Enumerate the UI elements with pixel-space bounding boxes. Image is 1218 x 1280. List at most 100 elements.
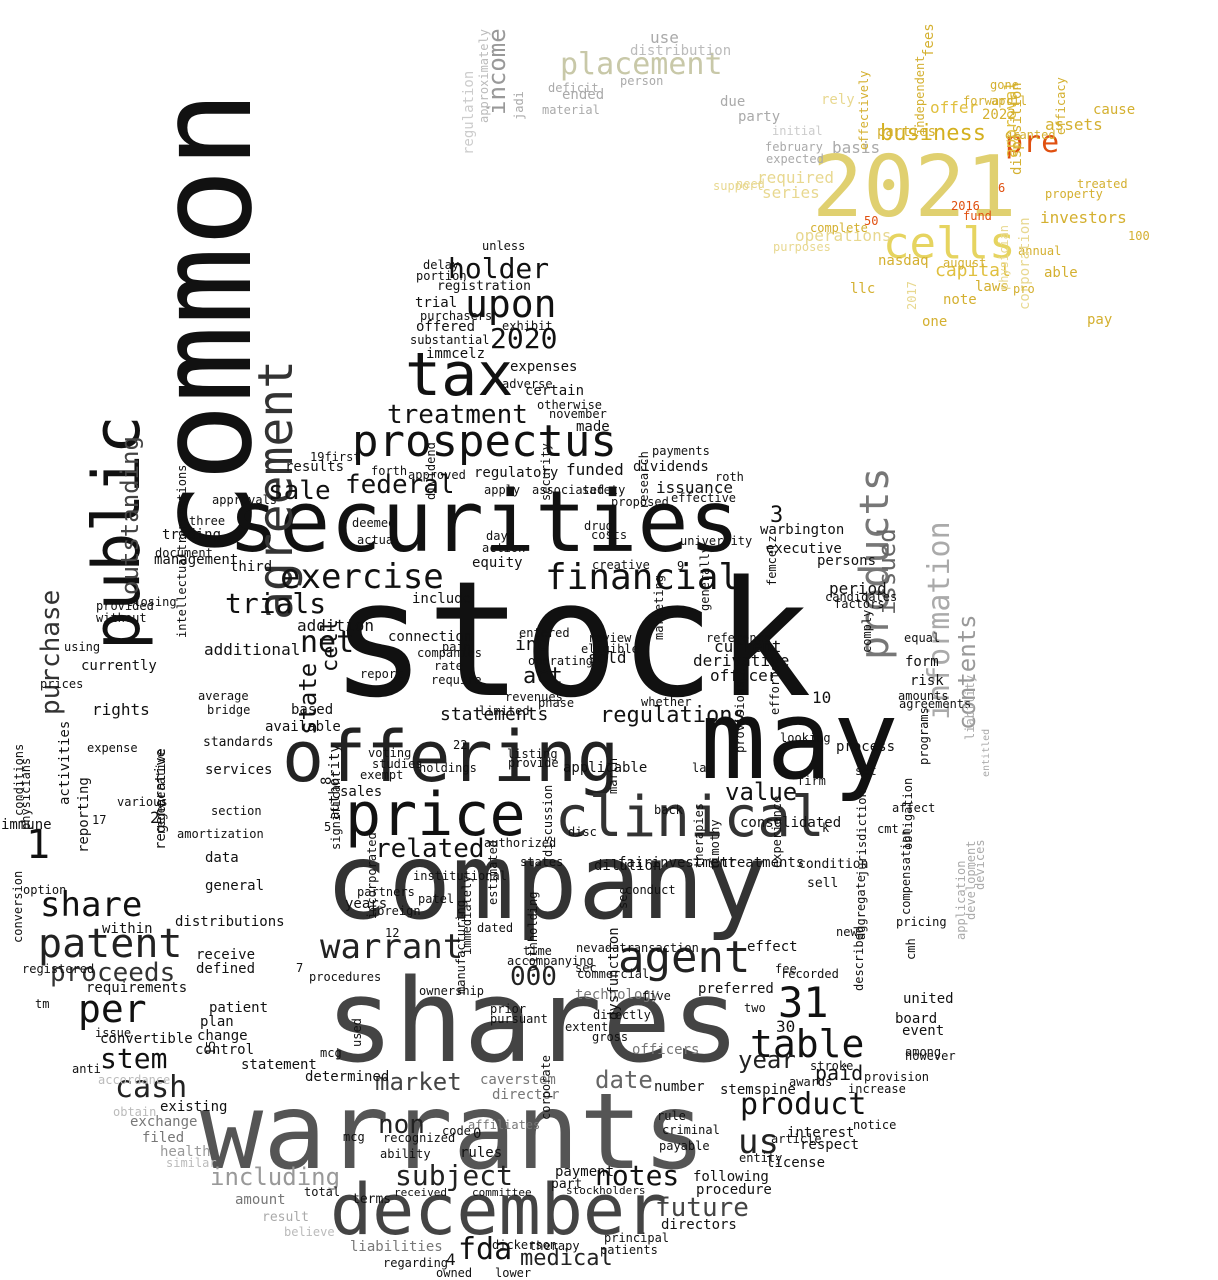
cloud-word: forth [371,464,408,478]
cloud-word: net [300,625,355,660]
cloud-word: article [771,1132,822,1146]
cloud-word: services [205,762,273,778]
cloud-word: series [762,183,820,202]
cloud-word: unless [482,239,526,253]
cloud-word: used [350,1018,364,1047]
cloud-word: femcelz [765,535,779,586]
cloud-word: 12 [385,926,400,940]
cloud-word: limited [479,704,530,718]
cloud-word: march [606,757,620,794]
cloud-word: actual [357,533,401,547]
cloud-word: treatments [720,855,805,871]
cloud-word: distribution [630,43,732,59]
cloud-word: dilution [594,858,662,874]
cloud-word: interest [787,1125,855,1141]
cloud-word: offer [930,98,979,117]
cloud-word: number [654,1079,705,1095]
cloud-word: believe [284,1225,335,1239]
cloud-word: various [117,795,168,809]
cloud-word: april [991,94,1028,108]
cloud-word: commercial [577,967,650,981]
cloud-word: approximately [477,29,491,123]
cloud-word: looking [780,731,831,745]
cloud-word: pursuant [490,1012,548,1026]
cloud-word: therapy [529,1239,580,1253]
cloud-word: phase [538,696,575,710]
cloud-word: statement [241,1057,317,1073]
cloud-word: intellectualtransactions [175,464,189,638]
cloud-word: efficacy [1054,77,1068,135]
cloud-word: reporting [76,777,92,853]
cloud-word: entered [519,626,570,640]
cloud-word: accordance [98,1073,171,1087]
cloud-word: plan [200,1014,234,1030]
cloud-word: delay [423,258,460,272]
cloud-word: trading [162,527,222,543]
cloud-word: third [230,559,273,575]
cloud-word: prior [490,1002,527,1016]
cloud-word: change [197,1028,248,1044]
cloud-word: consolidated [740,815,842,831]
cloud-word: pre [1005,125,1060,160]
cloud-word: financial [545,557,741,598]
cloud-word: jadi [512,91,526,120]
cloud-word: immcelz [426,346,486,362]
cloud-word: license [766,1155,826,1171]
cloud-word: process [836,739,896,755]
cloud-word: provision [864,1070,930,1084]
cloud-word: agent [618,932,751,983]
cloud-word: treated [1077,177,1128,191]
cloud-word: officers [632,1042,700,1058]
cloud-word: tax [405,340,514,410]
cloud-word: clinical [555,785,825,850]
cloud-word: exhibit [502,319,553,333]
cloud-word: payable [659,1139,710,1153]
cloud-word: result [262,1210,309,1225]
cloud-word: gross [592,1030,629,1044]
cloud-word: respect [800,1137,860,1153]
cloud-word: ended [562,87,605,103]
cloud-word: average [198,689,249,703]
cloud-word: treatment [387,400,528,430]
cloud-word: owned [436,1266,473,1280]
cloud-word: application [954,860,968,940]
cloud-word: convertible [100,1031,193,1047]
cloud-word: 2021 [812,138,1017,237]
cloud-word: effect [747,939,798,955]
cloud-word: eligible [581,642,639,656]
cloud-word: recorded [781,967,839,981]
cloud-word: cmt [877,822,899,836]
cloud-word: dividends [633,459,709,475]
cloud-word: physician [997,224,1011,290]
cloud-word: results [285,459,345,475]
cloud-word: listing [507,747,558,761]
cloud-word: exchange [130,1114,198,1130]
cloud-word: pay [1087,312,1113,328]
cloud-word: substantial [410,333,490,347]
cloud-word: 9 [677,559,685,573]
cloud-word: cmh [904,938,918,960]
cloud-word: roth [715,470,744,484]
cloud-word: dated [477,921,514,935]
cloud-word: institutional [413,869,507,883]
cloud-word: exempt [360,768,404,782]
cloud-word: sell [807,876,839,891]
cloud-word: forward [963,94,1014,108]
cloud-word: creative [592,558,650,572]
cloud-word: cash [115,1070,188,1105]
cloud-word: payments [652,444,710,458]
cloud-word: mcg [320,1046,342,1060]
cloud-word: registration [437,279,531,294]
cloud-word: dysfunction [606,927,622,1020]
cloud-word: us [738,1122,779,1162]
cloud-word: connection [388,629,473,645]
cloud-word: warbington [760,522,845,538]
cloud-word: agreements [899,697,972,711]
cloud-word: part [551,1177,583,1192]
cloud-word: deficit [548,81,599,95]
cloud-word: company [325,821,768,943]
cloud-word: 2016 [951,199,980,213]
cloud-word: conditions [12,743,26,816]
cloud-word: parties [877,124,937,140]
